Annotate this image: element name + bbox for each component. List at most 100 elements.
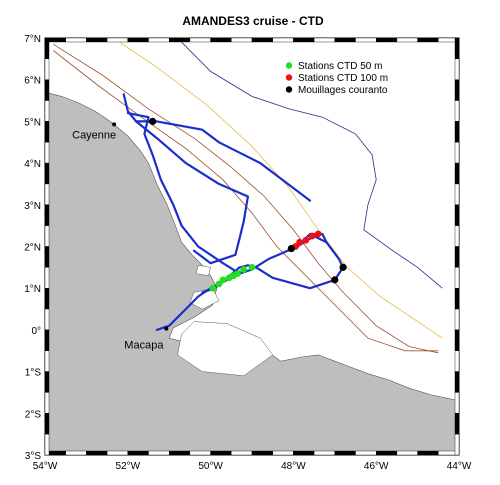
frame-top-cell [272, 37, 294, 43]
frame-right-cell [454, 267, 460, 289]
frame-bottom-cell [272, 450, 294, 456]
frame-left-cell [44, 37, 50, 60]
island-3 [195, 265, 211, 276]
legend-marker-2 [285, 74, 293, 81]
frame-left-cell [44, 392, 50, 414]
y-tick-label: 1°S [25, 368, 42, 379]
frame-top-cell [355, 37, 377, 43]
mooring-4 [331, 276, 339, 284]
frame-top-cell [417, 37, 439, 43]
frame-right-cell [454, 225, 460, 247]
frame-right-cell [454, 79, 460, 101]
frame-right-cell [454, 329, 460, 351]
station-ctd-100m-4 [308, 232, 316, 240]
frame-left-cell [44, 79, 50, 101]
y-tick-label: 3°S [25, 451, 42, 462]
frame-top-cell [106, 37, 128, 43]
frame-right-cell [454, 162, 460, 185]
mooring-3 [339, 263, 347, 271]
frame-right-cell [454, 183, 460, 205]
station-ctd-50m-8 [209, 284, 217, 292]
frame-bottom-cell [417, 450, 439, 456]
plot-area: Cayenne Macapa [45, 41, 459, 455]
frame-left-cell [44, 288, 50, 310]
frame-bottom-cell [376, 450, 398, 456]
frame-right-cell [454, 100, 460, 122]
frame-left-cell [44, 413, 50, 435]
legend-marker-1 [285, 62, 293, 69]
station-ctd-50m-7 [215, 280, 223, 288]
frame-bottom-cell [210, 450, 232, 456]
x-tick-label: 46°W [364, 461, 389, 472]
frame-top-cell [168, 37, 191, 43]
x-tick-label: 52°W [116, 461, 141, 472]
y-tick-label: 7°N [24, 34, 41, 45]
frame-left-cell [44, 371, 50, 393]
frame-left-cell [44, 308, 50, 331]
place-label-macapa: Macapa [124, 340, 164, 352]
place-label-cayenne: Cayenne [72, 129, 116, 141]
frame-top-cell [86, 37, 108, 43]
frame-top-cell [376, 37, 398, 43]
frame-left-cell [44, 142, 50, 164]
x-tick-label: 48°W [281, 461, 306, 472]
frame-right-cell [454, 433, 460, 456]
frame-top-cell [313, 37, 336, 43]
frame-top-cell [251, 37, 273, 43]
frame-bottom-cell [168, 450, 191, 456]
frame-right-cell [454, 142, 460, 164]
frame-bottom-cell [313, 450, 336, 456]
axis-ticks: 54°W 52°W 50°W 48°W 46°W 44°W 7°N 6°N 5°N 4°N 3°N 2… [24, 34, 472, 472]
frame-left-cell [44, 225, 50, 247]
station-ctd-50m-1 [248, 263, 256, 271]
ship-track-segment-3 [135, 120, 249, 265]
frame-top-cell [189, 37, 211, 43]
y-tick-label: 1°N [24, 284, 41, 295]
isobath-line-1 [53, 43, 439, 354]
frame-bottom-cell [86, 450, 108, 456]
frame-left-cell [44, 350, 50, 372]
frame-right-cell [454, 350, 460, 372]
frame-left-cell [44, 433, 50, 456]
station-ctd-100m-3 [302, 236, 310, 244]
y-tick-label: 4°N [24, 159, 41, 170]
frame-bottom-cell [231, 450, 253, 456]
frame-bottom-cell [189, 450, 211, 456]
station-ctd-50m-6 [219, 276, 227, 284]
frame-left-cell [44, 246, 50, 268]
frame-left-cell [44, 58, 50, 80]
frame-left-cell [44, 267, 50, 289]
place-marker-2 [164, 326, 169, 331]
frame-right-cell [454, 392, 460, 414]
frame-left-cell [44, 183, 50, 205]
frame-bottom-cell [334, 450, 356, 456]
x-tick-label: 54°W [33, 461, 58, 472]
frame-bottom-cell [106, 450, 128, 456]
frame-top-cell [293, 37, 315, 43]
frame-bottom-cell [293, 450, 315, 456]
y-tick-label: 6°N [24, 76, 41, 87]
frame-right-cell [454, 413, 460, 435]
legend-label-1: Stations CTD 50 m [298, 61, 382, 72]
island-1 [177, 321, 274, 377]
frame-right-cell [454, 58, 460, 80]
station-ctd-100m-5 [314, 230, 322, 238]
frame-left-cell [44, 121, 50, 143]
isobath-line-4 [181, 41, 443, 289]
frame-right-cell [454, 308, 460, 331]
legend-label-2: Stations CTD 100 m [298, 73, 388, 84]
station-ctd-50m-2 [240, 266, 248, 273]
isobath-line-2 [53, 50, 439, 352]
frame-bottom-cell [65, 450, 87, 456]
frame-bottom-cell [355, 450, 377, 456]
y-tick-label: 3°N [24, 201, 41, 212]
map-frame [44, 37, 460, 456]
frame-bottom-cell [148, 450, 170, 456]
frame-bottom-cell [127, 450, 149, 456]
x-tick-label: 50°W [198, 461, 223, 472]
frame-right-cell [454, 246, 460, 268]
frame-top-cell [65, 37, 87, 43]
frame-top-cell [334, 37, 356, 43]
